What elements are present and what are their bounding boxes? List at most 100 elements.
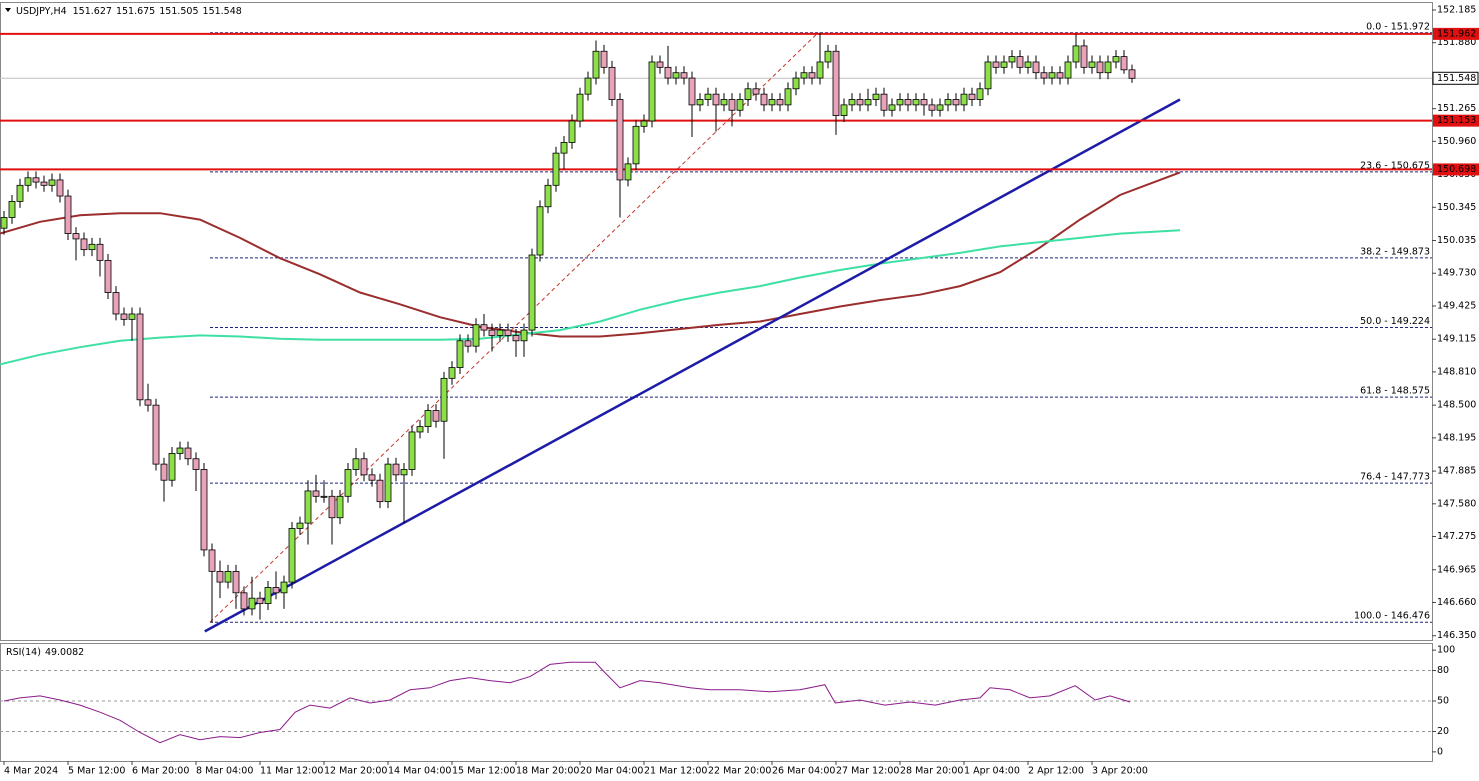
price-label-box [1433,163,1479,176]
candle-body [392,463,400,476]
candle-body [40,181,48,186]
candle-body [144,399,152,406]
candle-body [408,431,416,470]
candle-body [160,463,168,481]
candle-body [920,99,928,106]
candle-body [1120,56,1128,71]
candle-body [1072,45,1080,63]
price-label-box [1433,27,1479,40]
candle-body [1008,56,1016,63]
candle-body [1064,61,1072,79]
candle-body [400,469,408,476]
candle-body [752,88,760,95]
y-tick-label: 149.730 [1437,268,1476,279]
candle-body [600,50,608,68]
current-price-box [1432,71,1479,85]
candle-body [24,177,32,186]
candle-body [584,77,592,95]
candle-body [480,324,488,331]
candle-body [64,195,72,234]
candle-body [248,597,256,610]
candle-body [592,50,600,79]
candle-body [568,120,576,143]
rsi-title: RSI(14) [6,647,41,658]
chart-title: USDJPY,H4 [16,6,67,17]
x-tick-label: 22 Mar 20:00 [708,766,771,777]
candle-body [1128,69,1136,79]
rsi-tick-label: 100 [1437,645,1455,656]
candle-body [520,329,528,342]
fib-label: 50.0 - 149.224 [1360,316,1430,327]
x-tick-label: 8 Mar 04:00 [196,766,253,777]
candle-body [736,99,744,111]
candle-body [616,99,624,181]
candle-body [1024,61,1032,68]
y-tick-label: 146.660 [1437,597,1476,608]
menu-icon[interactable] [5,8,11,12]
candle-body [312,490,320,497]
candle-body [232,570,240,594]
y-tick-label: 146.965 [1437,564,1476,575]
candle-body [48,179,56,186]
fib-label: 61.8 - 148.575 [1360,386,1430,397]
candle-body [304,490,312,524]
candle-body [824,50,832,63]
candle-body [512,335,520,342]
candle-body [696,99,704,106]
candle-body [552,152,560,186]
candle-body [728,99,736,111]
candle-body [240,592,248,610]
candle-body [1048,72,1056,79]
y-tick-label: 150.345 [1437,202,1476,213]
candle-body [976,88,984,100]
candle-body [456,340,464,369]
candle-body [328,495,336,519]
candle-body [352,458,360,470]
candle-body [960,93,968,106]
candle-body [1080,45,1088,68]
candle-body [336,495,344,519]
candle-body [288,528,296,583]
candle-body [0,217,8,229]
candle-body [608,66,616,100]
candle-body [936,104,944,111]
candle-body [504,329,512,336]
candle-body [296,522,304,529]
high-price: 151.675 [116,6,155,17]
low-price: 151.505 [159,6,198,17]
candle-body [168,453,176,481]
candle-body [1056,72,1064,79]
moving-average [0,229,1181,366]
candle-body [272,587,280,594]
candle-body [984,61,992,90]
candle-body [368,474,376,481]
candle-body [424,410,432,427]
candle-body [72,233,80,240]
candle-body [152,404,160,465]
candle-body [8,200,16,218]
y-tick-label: 148.810 [1437,366,1476,377]
candle-body [192,458,200,470]
y-tick-label: 151.880 [1437,37,1476,48]
candle-body [664,66,672,79]
candle-body [832,50,840,117]
x-tick-label: 11 Mar 12:00 [260,766,323,777]
y-tick-label: 148.195 [1437,432,1476,443]
trendline [204,98,1181,633]
candle-body [384,463,392,503]
y-tick-label: 150.035 [1437,235,1476,246]
x-tick-label: 28 Mar 20:00 [900,766,963,777]
candle-body [904,99,912,106]
x-tick-label: 6 Mar 20:00 [132,766,189,777]
y-tick-label: 147.580 [1437,498,1476,509]
rsi-tick-label: 50 [1437,695,1449,706]
y-tick-label: 146.350 [1437,630,1476,641]
candle-body [576,93,584,122]
candle-body [432,410,440,422]
candle-body [1112,56,1120,63]
candle-body [360,458,368,476]
candle-body [792,77,800,90]
candle-body [1088,61,1096,68]
candle-body [536,206,544,256]
